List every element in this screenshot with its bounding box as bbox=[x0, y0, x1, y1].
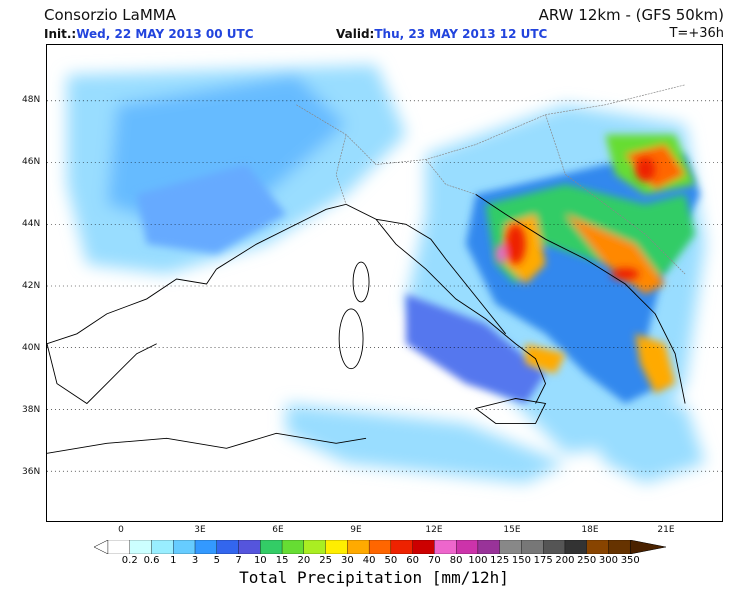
borders bbox=[296, 84, 686, 275]
lon-label: 21E bbox=[657, 525, 675, 535]
lon-label: 18E bbox=[581, 525, 599, 535]
colorbar-swatch bbox=[216, 540, 239, 554]
colorbar-swatch bbox=[543, 540, 566, 554]
colorbar-tick-label: 15 bbox=[275, 555, 289, 566]
org-title: Consorzio LaMMA bbox=[44, 6, 176, 24]
colorbar-tick-label: 350 bbox=[620, 555, 640, 566]
precip-intense-layer bbox=[495, 157, 656, 281]
lon-label: 15E bbox=[503, 525, 521, 535]
colorbar-swatch bbox=[390, 540, 413, 554]
lat-label: 40N bbox=[22, 343, 41, 353]
colorbar-swatch bbox=[412, 540, 435, 554]
colorbar-tick-label: 1 bbox=[170, 555, 177, 566]
model-title: ARW 12km - (GFS 50km) bbox=[538, 6, 724, 24]
valid-value: Thu, 23 MAY 2013 12 UTC bbox=[374, 27, 548, 41]
colorbar-tick-label: 125 bbox=[490, 555, 510, 566]
colorbar-tick-label: 7 bbox=[235, 555, 242, 566]
lon-label: 9E bbox=[350, 525, 362, 535]
lat-label: 48N bbox=[22, 95, 41, 105]
colorbar-tick-label: 175 bbox=[533, 555, 553, 566]
colorbar-tick-label: 10 bbox=[253, 555, 267, 566]
lon-label: 12E bbox=[425, 525, 443, 535]
precip-colorbar bbox=[94, 540, 666, 554]
colorbar-tick-label: 80 bbox=[449, 555, 463, 566]
colorbar-tick-label: 5 bbox=[213, 555, 220, 566]
colorbar-tick-label: 300 bbox=[598, 555, 619, 566]
colorbar-right-arrow bbox=[629, 540, 666, 554]
colorbar-swatch bbox=[107, 540, 130, 554]
colorbar-swatch bbox=[347, 540, 370, 554]
colorbar-tick-label: 200 bbox=[555, 555, 575, 566]
colorbar-tick-label: 0.6 bbox=[143, 555, 160, 566]
lead-time: T=+36h bbox=[669, 26, 724, 41]
colorbar-labels: 0.2 0.6 1 3 5 7 10 15 20 25 30 40 50 60 70 80 100 125 150 1… bbox=[94, 555, 666, 569]
colorbar-swatch bbox=[434, 540, 457, 554]
colorbar-swatch bbox=[281, 540, 304, 554]
colorbar-tick-label: 3 bbox=[191, 555, 199, 566]
lat-label: 38N bbox=[22, 405, 41, 415]
init-label: Init.: bbox=[44, 27, 77, 41]
colorbar-swatch bbox=[608, 540, 631, 554]
colorbar-swatch bbox=[173, 540, 196, 554]
colorbar-left-arrow bbox=[94, 540, 109, 554]
init-value: Wed, 22 MAY 2013 00 UTC bbox=[76, 27, 254, 41]
grid bbox=[47, 100, 722, 472]
colorbar-tick-label: 30 bbox=[340, 555, 354, 566]
colorbar-swatch bbox=[238, 540, 261, 554]
colorbar-tick-label: 100 bbox=[468, 555, 488, 566]
lat-label: 36N bbox=[22, 467, 41, 477]
colorbar-tick-label: 70 bbox=[428, 555, 441, 566]
lat-label: 42N bbox=[22, 281, 41, 291]
init-time: Init.:Wed, 22 MAY 2013 00 UTC bbox=[44, 27, 254, 41]
lat-label: 46N bbox=[22, 157, 41, 167]
colorbar-swatch bbox=[499, 540, 522, 554]
precipitation-map bbox=[46, 44, 723, 522]
lon-label: 0 bbox=[118, 525, 124, 535]
colorbar-tick-label: 150 bbox=[511, 555, 531, 566]
colorbar-swatch bbox=[456, 540, 479, 554]
colorbar-swatch bbox=[368, 540, 392, 554]
colorbar-tick-label: 0.2 bbox=[121, 555, 138, 566]
colorbar-swatch bbox=[194, 540, 217, 554]
colorbar-swatch bbox=[586, 540, 609, 554]
colorbar-swatch bbox=[477, 540, 500, 554]
colorbar-title: Total Precipitation [mm/12h] bbox=[239, 568, 509, 587]
colorbar-swatch bbox=[260, 540, 283, 554]
colorbar-tick-label: 250 bbox=[577, 555, 597, 566]
colorbar-tick-label: 50 bbox=[384, 555, 398, 566]
colorbar-swatch bbox=[521, 540, 544, 554]
colorbar-tick-label: 25 bbox=[319, 555, 332, 566]
colorbar-tick-label: 40 bbox=[362, 555, 376, 566]
colorbar-swatch bbox=[303, 540, 326, 554]
colorbar-swatch bbox=[325, 540, 348, 554]
lon-label: 6E bbox=[272, 525, 284, 535]
coastlines bbox=[47, 193, 686, 454]
valid-time: Valid:Thu, 23 MAY 2013 12 UTC bbox=[336, 27, 547, 41]
colorbar-tick-label: 20 bbox=[297, 555, 311, 566]
colorbar-tick-label: 60 bbox=[406, 555, 419, 566]
colorbar-swatch bbox=[129, 540, 152, 554]
precip-heavy-layer bbox=[485, 134, 696, 394]
valid-label: Valid: bbox=[336, 27, 375, 41]
lat-label: 44N bbox=[22, 219, 41, 229]
colorbar-swatch bbox=[151, 540, 174, 554]
lon-label: 3E bbox=[194, 525, 206, 535]
colorbar-swatch bbox=[564, 540, 587, 554]
